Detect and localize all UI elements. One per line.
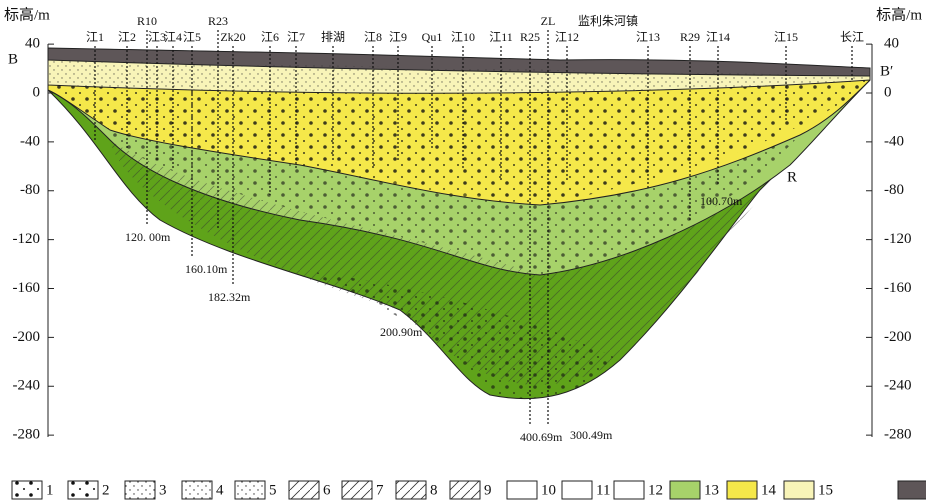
- pattern-overlay: [48, 80, 870, 205]
- borehole-label: 江11: [489, 30, 513, 44]
- borehole-label: R29: [680, 30, 700, 44]
- legend-swatch: [669, 480, 701, 500]
- borehole-label: 江7: [287, 30, 305, 44]
- legend-swatch: [67, 480, 99, 500]
- depth-label: 200.90m: [380, 325, 423, 339]
- tick-label: -240: [884, 378, 912, 394]
- borehole-label: 江14: [706, 30, 730, 44]
- tick-label: -240: [13, 378, 41, 394]
- borehole-label: 江10: [451, 30, 475, 44]
- borehole-label: Zk20: [220, 30, 245, 44]
- legend-label: 15: [818, 482, 833, 498]
- tick-label: 0: [884, 84, 892, 100]
- tick-label: 0: [33, 84, 41, 100]
- pattern-overlay: [110, 140, 790, 386]
- legend-label: 4: [216, 482, 224, 498]
- legend-swatch: [897, 480, 926, 500]
- borehole-label: R10: [137, 14, 157, 28]
- legend-swatch: [783, 480, 815, 500]
- tick-label: -200: [13, 329, 41, 345]
- legend-swatch: [288, 480, 320, 500]
- borehole-label: ZL: [541, 14, 556, 28]
- tick-label: 40: [25, 36, 40, 52]
- borehole-label: R25: [520, 30, 540, 44]
- section-end: B: [8, 51, 18, 67]
- legend-swatch: [181, 480, 213, 500]
- legend-swatch: [11, 480, 43, 500]
- tick-label: -160: [13, 280, 41, 296]
- legend-label: 14: [761, 482, 777, 498]
- legend-swatch: [341, 480, 373, 500]
- pattern-overlay: [110, 130, 800, 275]
- depth-label: 120. 00m: [125, 230, 171, 244]
- borehole-label: 江6: [261, 30, 279, 44]
- tick-label: -200: [884, 329, 912, 345]
- label-r: R: [787, 169, 797, 185]
- tick-label: -80: [884, 182, 904, 198]
- legend-label: 7: [376, 482, 384, 498]
- borehole-label: 江12: [555, 30, 579, 44]
- legend-label: 8: [430, 482, 438, 498]
- borehole-label: Qu1: [422, 30, 443, 44]
- borehole-label: 排湖: [321, 29, 345, 44]
- tick-label: -120: [884, 231, 912, 247]
- legend-swatch: [726, 480, 758, 500]
- depth-label: 160.10m: [185, 262, 228, 276]
- pattern-overlay: [48, 60, 870, 94]
- legend-label: 6: [323, 482, 331, 498]
- legend-swatch: [395, 480, 427, 500]
- pattern-overlay: [300, 270, 620, 399]
- section-end: B′: [880, 63, 893, 79]
- depth-label: 100.70m: [700, 194, 743, 208]
- depth-label: 400.69m: [520, 430, 563, 444]
- legend-label: 9: [484, 482, 492, 498]
- borehole-label: 监利朱河镇: [578, 14, 638, 28]
- legend-label: 10: [541, 482, 556, 498]
- borehole-label: 江3: [148, 30, 166, 44]
- legend-label: 12: [648, 482, 663, 498]
- legend-swatch: [234, 480, 266, 500]
- tick-label: -160: [884, 280, 912, 296]
- legend-label: 13: [704, 482, 719, 498]
- axis-title: 标高/m: [876, 6, 922, 23]
- tick-label: -280: [884, 427, 912, 443]
- tick-label: -80: [20, 182, 40, 198]
- legend-swatch: [561, 480, 593, 500]
- legend-label: 3: [159, 482, 167, 498]
- borehole-label: 江15: [774, 30, 798, 44]
- axis-title: 标高/m: [4, 6, 50, 23]
- tick-label: -280: [13, 427, 41, 443]
- borehole-label: 江2: [118, 30, 136, 44]
- tick-label: -40: [20, 133, 40, 149]
- axes: [47, 44, 873, 437]
- borehole-label: 江4: [164, 30, 182, 44]
- legend-swatch: [124, 480, 156, 500]
- depth-label: 182.32m: [208, 290, 251, 304]
- tick-label: 40: [884, 36, 899, 52]
- strata: [47, 47, 871, 400]
- tick-label: -120: [13, 231, 41, 247]
- tick-label: -40: [884, 133, 904, 149]
- legend-label: 5: [269, 482, 277, 498]
- legend-swatch: [506, 480, 538, 500]
- borehole-label: 长江: [840, 30, 864, 44]
- depth-label: 300.49m: [570, 428, 613, 442]
- borehole-label: 江13: [636, 30, 660, 44]
- borehole-label: 江1: [86, 30, 104, 44]
- legend-swatch: [449, 480, 481, 500]
- legend-label: 11: [596, 482, 610, 498]
- legend-swatch: [613, 480, 645, 500]
- borehole-label: R23: [208, 14, 228, 28]
- borehole-label: 江8: [364, 30, 382, 44]
- borehole-label: 江9: [389, 30, 407, 44]
- legend-label: 2: [102, 482, 110, 498]
- borehole-label: 江5: [183, 30, 201, 44]
- legend-label: 1: [46, 482, 54, 498]
